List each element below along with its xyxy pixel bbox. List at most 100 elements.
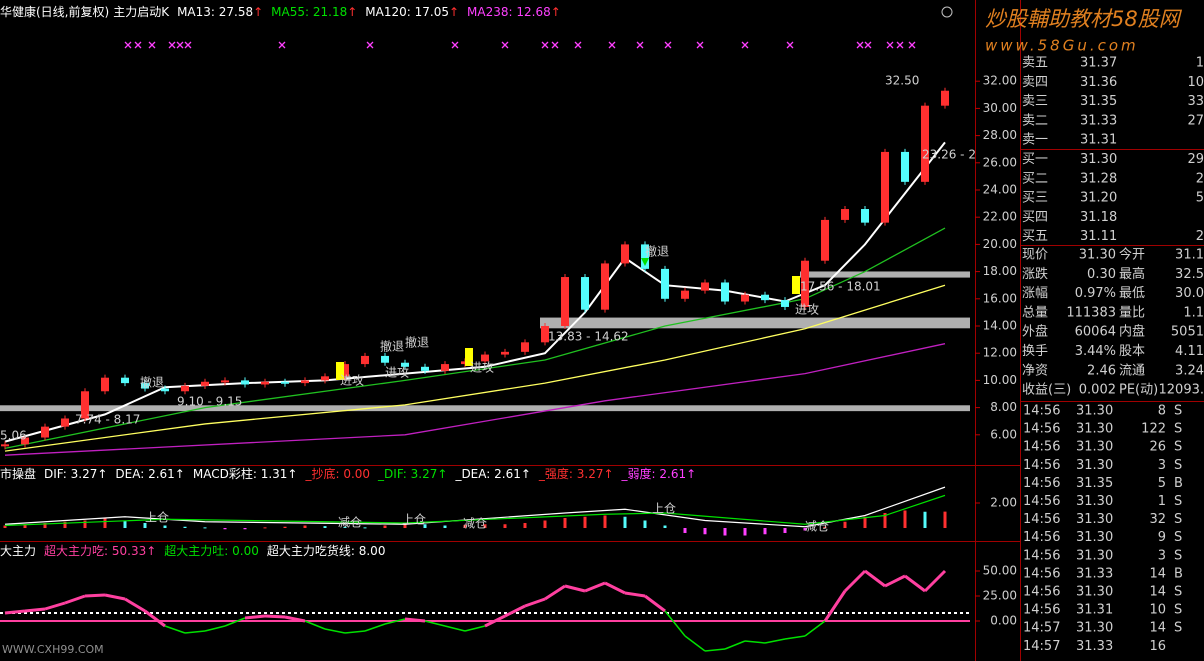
- trade-volume: 14: [1149, 585, 1166, 600]
- flow-segment: [164, 625, 186, 634]
- cross-marker: [168, 41, 176, 49]
- candle: [581, 277, 589, 310]
- macd-bar: [883, 513, 887, 528]
- trade-side: S: [1174, 548, 1182, 563]
- trade-price: 31.30: [1076, 548, 1113, 563]
- quote-value: 2.46: [1087, 363, 1116, 378]
- macd-bar: [243, 528, 247, 530]
- watermark-footer: WWW.CXH99.COM: [2, 643, 104, 656]
- macd-bar: [403, 523, 407, 528]
- macd-signal: 上仓: [145, 511, 169, 525]
- quote-value: 12093.: [1159, 383, 1204, 398]
- settings-icon[interactable]: [941, 6, 953, 18]
- macd-header: 市操盘 DIF: 3.27↑ DEA: 2.61↑ MACD彩柱: 1.31↑ _抄底:…: [0, 466, 696, 481]
- flow-tick-label: 25.00: [983, 589, 1017, 603]
- book-label: 卖三: [1022, 94, 1048, 109]
- candle: [321, 376, 329, 381]
- flow-segment: [564, 584, 586, 593]
- flow-segment: [404, 617, 426, 623]
- candle: [441, 364, 449, 371]
- flow-tick-label: 0.00: [990, 614, 1017, 628]
- macd-bar: [723, 528, 727, 536]
- flow-segment: [864, 569, 886, 588]
- macd-bar: [363, 527, 367, 529]
- trade-volume: 3: [1158, 458, 1166, 473]
- macd-bar: [743, 528, 747, 536]
- macd-bar: [23, 524, 27, 528]
- book-price: 31.18: [1080, 210, 1117, 225]
- trade-price: 31.30: [1076, 422, 1113, 437]
- trade-side: S: [1174, 458, 1182, 473]
- macd-bar: [683, 528, 687, 533]
- quote-value: 32.5: [1175, 267, 1204, 282]
- trade-price: 31.31: [1076, 603, 1113, 618]
- flow-segment: [684, 635, 706, 652]
- quote-value: 5051: [1171, 325, 1204, 340]
- book-label: 买二: [1022, 171, 1048, 186]
- chart-annotation: 进攻: [795, 303, 819, 317]
- trade-price: 31.30: [1076, 404, 1113, 419]
- book-volume: 29: [1187, 152, 1204, 167]
- book-volume: 1: [1196, 56, 1204, 71]
- macd-bar: [183, 526, 187, 528]
- book-volume: 5: [1196, 191, 1204, 206]
- flow-segment: [364, 623, 386, 632]
- flow-segment: [823, 590, 847, 622]
- macd-bar: [163, 525, 167, 528]
- quote-value: 3.44%: [1075, 344, 1116, 359]
- cross-marker: [574, 41, 582, 49]
- flow-segment: [384, 618, 406, 625]
- candle: [861, 209, 869, 223]
- trade-time: 14:56: [1023, 422, 1060, 437]
- candle: [921, 105, 929, 182]
- flow-segment: [664, 610, 686, 637]
- candle: [781, 300, 789, 307]
- chart-annotation: 撤退: [405, 335, 429, 350]
- trade-time: 14:56: [1023, 585, 1060, 600]
- cross-marker: [886, 41, 894, 49]
- macd-bar: [203, 527, 207, 529]
- chart-annotation: 进攻: [340, 374, 364, 388]
- chart-annotation: 17.56 - 18.01: [800, 280, 881, 294]
- candle: [181, 385, 189, 392]
- flow-segment: [923, 569, 947, 593]
- trade-price: 31.30: [1076, 530, 1113, 545]
- quote-value: 111383: [1066, 305, 1116, 320]
- trade-time: 14:56: [1023, 458, 1060, 473]
- trade-price: 31.30: [1076, 512, 1113, 527]
- macd-bar: [583, 516, 587, 528]
- candle: [161, 388, 169, 392]
- trade-price: 31.30: [1076, 494, 1113, 509]
- cross-marker: [896, 41, 904, 49]
- quote-value: 3.24: [1175, 363, 1204, 378]
- trade-side: S: [1174, 494, 1182, 509]
- trade-time: 14:56: [1023, 440, 1060, 455]
- flow-segment: [304, 620, 326, 630]
- ma-label: MA55: 21.18: [271, 5, 347, 19]
- ma-label: MA120: 17.05: [365, 5, 449, 19]
- trade-time: 14:56: [1023, 603, 1060, 618]
- candle: [721, 282, 729, 302]
- flow-segment: [144, 609, 166, 628]
- flow-segment: [604, 581, 626, 595]
- candle: [281, 381, 289, 384]
- price-tick-label: 18.00: [983, 264, 1017, 278]
- price-tick-label: 20.00: [983, 237, 1017, 251]
- flow-segment: [884, 574, 906, 588]
- price-tick-label: 32.00: [983, 74, 1017, 88]
- flow-header-item: 超大主力吃货线: 8.00: [267, 543, 386, 558]
- indicator-name: 主力启动K: [113, 5, 170, 19]
- ma-arrow: ↑: [347, 5, 357, 19]
- trade-side: S: [1174, 422, 1182, 437]
- flow-segment: [24, 607, 46, 613]
- trade-time: 14:56: [1023, 530, 1060, 545]
- macd-bar: [903, 510, 907, 528]
- quote-value: 60064: [1075, 325, 1116, 340]
- cross-marker: [278, 41, 286, 49]
- cross-marker: [608, 41, 616, 49]
- chart-annotation: 进攻: [470, 361, 494, 375]
- flow-header-item: 大主力: [0, 544, 36, 558]
- book-price: 31.30: [1080, 152, 1117, 167]
